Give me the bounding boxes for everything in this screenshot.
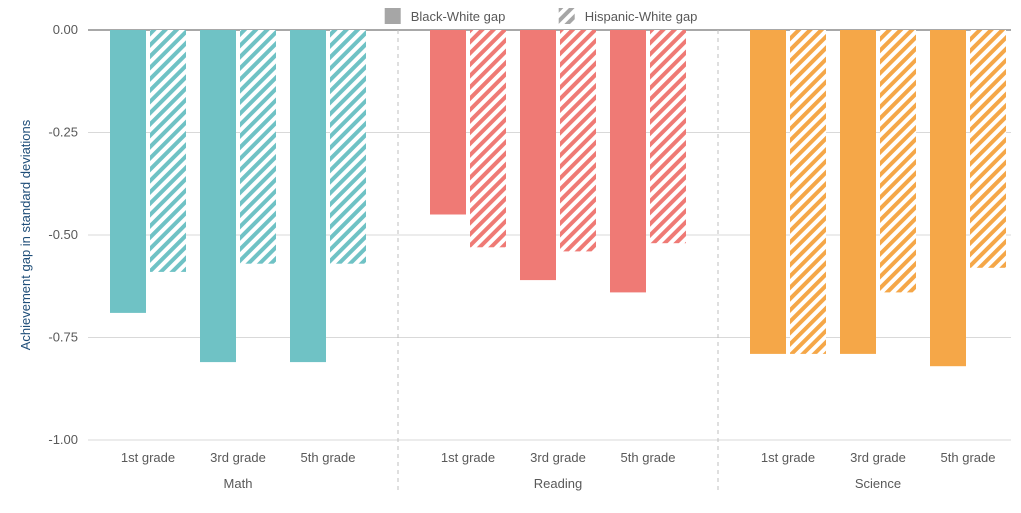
subgroup-label: 3rd grade bbox=[530, 450, 586, 465]
bar-solid bbox=[520, 30, 556, 280]
legend-label: Hispanic-White gap bbox=[585, 9, 698, 24]
bar-hatched bbox=[790, 30, 826, 354]
subgroup-label: 1st grade bbox=[761, 450, 815, 465]
group-label: Math bbox=[224, 476, 253, 491]
bar-solid bbox=[930, 30, 966, 366]
subgroup-label: 1st grade bbox=[121, 450, 175, 465]
y-tick-label: -0.75 bbox=[48, 330, 78, 345]
subgroup-label: 3rd grade bbox=[210, 450, 266, 465]
bar-hatched bbox=[880, 30, 916, 292]
bar-hatched bbox=[470, 30, 506, 247]
bar-solid bbox=[200, 30, 236, 362]
subgroup-label: 5th grade bbox=[301, 450, 356, 465]
bar-solid bbox=[290, 30, 326, 362]
achievement-gap-chart: 0.00 -0.25 -0.50 -0.75 -1.00 Achievement gap … bbox=[0, 0, 1021, 513]
subgroup-label: 5th grade bbox=[941, 450, 996, 465]
bar-solid bbox=[610, 30, 646, 292]
bar-solid bbox=[110, 30, 146, 313]
bar-solid bbox=[430, 30, 466, 215]
bar-hatched bbox=[330, 30, 366, 264]
subgroup-label: 1st grade bbox=[441, 450, 495, 465]
group-label: Reading bbox=[534, 476, 582, 491]
legend-swatch-solid bbox=[385, 8, 401, 24]
bar-hatched bbox=[970, 30, 1006, 268]
y-tick-label: -0.50 bbox=[48, 227, 78, 242]
y-tick-label: -1.00 bbox=[48, 432, 78, 447]
y-tick-label: 0.00 bbox=[53, 22, 78, 37]
bar-hatched bbox=[240, 30, 276, 264]
group-label: Science bbox=[855, 476, 901, 491]
y-tick-label: -0.25 bbox=[48, 125, 78, 140]
bar-hatched bbox=[150, 30, 186, 272]
bar-solid bbox=[840, 30, 876, 354]
subgroup-label: 3rd grade bbox=[850, 450, 906, 465]
subgroup-label: 5th grade bbox=[621, 450, 676, 465]
bar-solid bbox=[750, 30, 786, 354]
legend-swatch-hatched bbox=[559, 8, 575, 24]
chart-svg: 0.00 -0.25 -0.50 -0.75 -1.00 Achievement gap … bbox=[0, 0, 1021, 513]
legend-label: Black-White gap bbox=[411, 9, 506, 24]
bar-hatched bbox=[650, 30, 686, 243]
bar-hatched bbox=[560, 30, 596, 251]
y-axis-title: Achievement gap in standard deviations bbox=[18, 119, 33, 350]
